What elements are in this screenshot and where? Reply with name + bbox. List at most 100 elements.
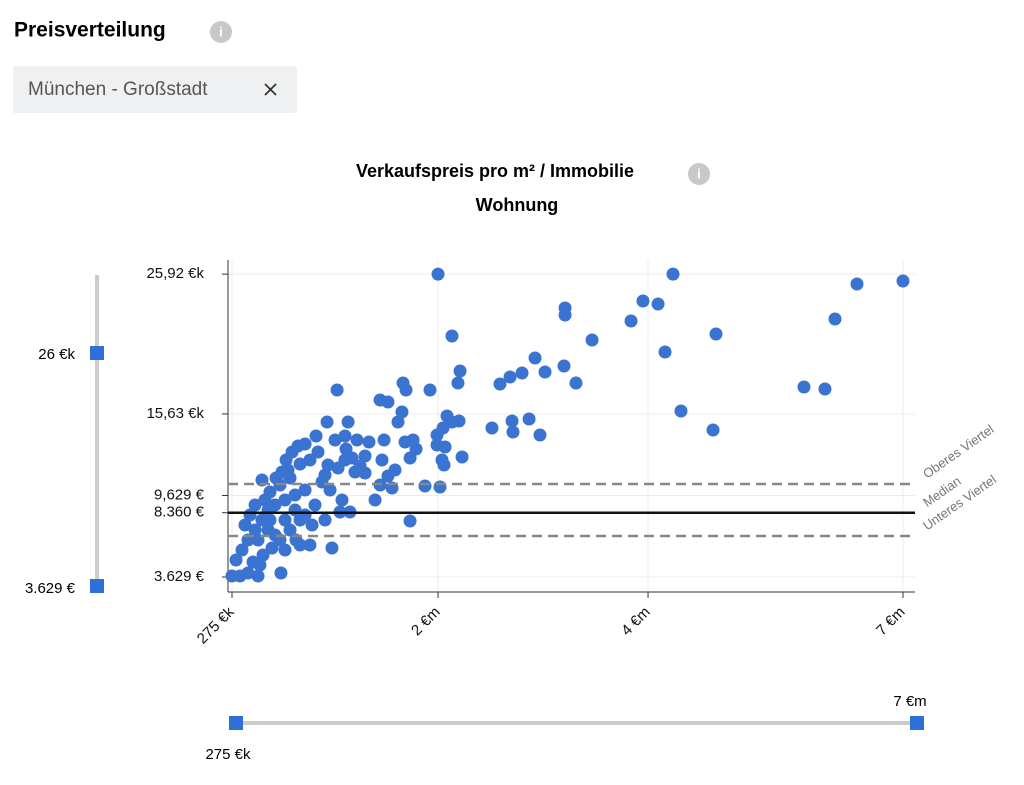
data-point <box>265 541 279 555</box>
data-point <box>341 415 355 429</box>
x-slider-max: 7 €m <box>893 693 926 710</box>
svg-text:i: i <box>219 24 223 40</box>
x-slider-min: 275 €k <box>205 746 251 763</box>
data-point <box>293 457 307 471</box>
x-tick-label: 7 €m <box>873 604 909 640</box>
data-point <box>381 469 395 483</box>
y-tick-label: 9,629 € <box>154 486 205 503</box>
data-point <box>624 314 638 328</box>
data-point <box>666 267 680 281</box>
data-point <box>279 453 293 467</box>
data-point <box>321 458 335 472</box>
data-point <box>395 405 409 419</box>
data-point <box>515 366 529 380</box>
data-point <box>305 518 319 532</box>
y-slider-handle[interactable] <box>90 346 104 360</box>
data-point <box>528 351 542 365</box>
svg-text:i: i <box>697 166 701 182</box>
data-point <box>368 493 382 507</box>
data-point <box>451 376 465 390</box>
info-icon[interactable]: i <box>210 21 232 43</box>
data-point <box>437 458 451 472</box>
reference-label: Oberes Viertel <box>920 421 997 481</box>
data-point <box>431 267 445 281</box>
data-point <box>283 523 297 537</box>
data-point <box>258 493 272 507</box>
data-point <box>330 383 344 397</box>
data-point <box>828 312 842 326</box>
y-tick-label: 25,92 €k <box>146 265 204 282</box>
data-point <box>538 365 552 379</box>
data-point <box>256 548 270 562</box>
y-slider-handle[interactable] <box>90 579 104 593</box>
data-point <box>493 377 507 391</box>
data-point <box>709 327 723 341</box>
filter-chip-label: München - Großstadt <box>28 79 208 100</box>
data-point <box>288 488 302 502</box>
x-tick-label: 2 €m <box>408 604 444 640</box>
data-point <box>557 359 571 373</box>
data-point <box>339 442 353 456</box>
info-icon[interactable]: i <box>688 163 710 185</box>
x-slider-handle[interactable] <box>910 716 924 730</box>
y-slider-min: 3.629 € <box>25 580 76 597</box>
data-point <box>335 493 349 507</box>
data-point <box>235 543 249 557</box>
data-point <box>278 493 292 507</box>
data-point <box>403 451 417 465</box>
data-point <box>445 329 459 343</box>
data-point <box>303 453 317 467</box>
data-point <box>433 480 447 494</box>
data-point <box>440 409 454 423</box>
data-point <box>651 297 665 311</box>
filter-chip[interactable]: München - Großstadt <box>13 66 297 113</box>
data-point <box>398 435 412 449</box>
data-point <box>350 433 364 447</box>
data-point <box>320 415 334 429</box>
data-point <box>268 528 282 542</box>
data-point <box>293 538 307 552</box>
data-point <box>318 513 332 527</box>
data-point <box>274 566 288 580</box>
data-point <box>323 483 337 497</box>
x-slider-handle[interactable] <box>229 716 243 730</box>
x-tick-label: 275 €k <box>194 603 238 647</box>
data-point <box>396 376 410 390</box>
data-point <box>485 421 499 435</box>
data-point <box>391 415 405 429</box>
data-point <box>505 414 519 428</box>
data-point <box>241 566 255 580</box>
data-point <box>377 433 391 447</box>
data-point <box>328 433 342 447</box>
data-point <box>331 461 345 475</box>
data-point <box>569 376 583 390</box>
y-tick-label: 15,63 €k <box>146 405 204 422</box>
data-point <box>506 425 520 439</box>
data-point <box>674 404 688 418</box>
chip-close[interactable] <box>264 83 277 96</box>
data-point <box>238 518 252 532</box>
data-point <box>325 541 339 555</box>
y-slider-max: 26 €k <box>38 346 75 363</box>
data-point <box>423 383 437 397</box>
data-point <box>455 450 469 464</box>
data-point <box>797 380 811 394</box>
data-point <box>278 513 292 527</box>
data-point <box>248 523 262 537</box>
data-point <box>453 364 467 378</box>
chart-subtitle: Wohnung <box>476 195 559 215</box>
data-point <box>248 498 262 512</box>
data-point <box>403 514 417 528</box>
data-point <box>896 274 910 288</box>
data-point <box>503 370 517 384</box>
data-point <box>263 513 277 527</box>
data-point <box>308 498 322 512</box>
data-point <box>309 429 323 443</box>
data-point <box>418 479 432 493</box>
data-point <box>283 471 297 485</box>
data-point <box>706 423 720 437</box>
data-point <box>373 393 387 407</box>
data-point <box>636 294 650 308</box>
